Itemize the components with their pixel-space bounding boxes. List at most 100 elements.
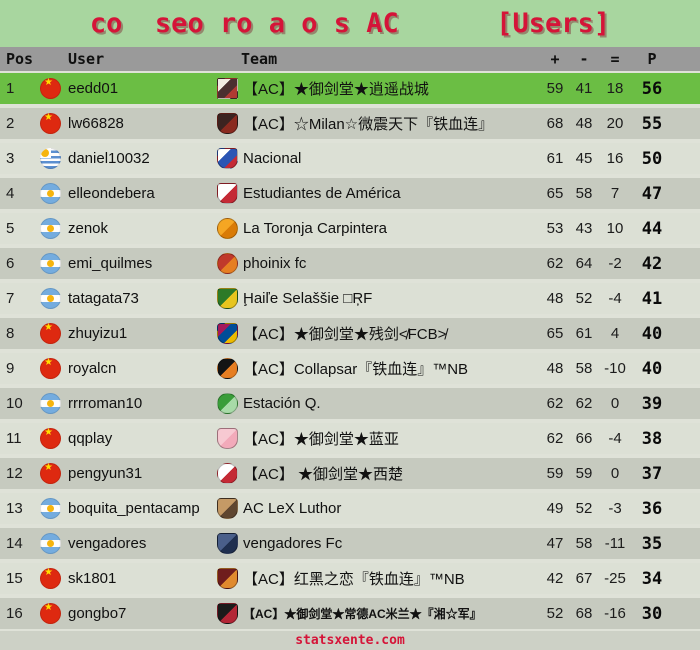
- team-name: La Toronja Carpintera: [243, 220, 387, 237]
- anime-girl-crest-icon: [217, 78, 238, 99]
- wins-value: 52: [546, 605, 564, 622]
- china-flag-icon: [40, 358, 61, 379]
- page-title: co seo ro a o s AC [Users]: [89, 8, 611, 39]
- table-row: 14 vengadores vengadores Fc 47 58 -11 35: [0, 526, 700, 561]
- wins-value: 49: [546, 500, 564, 517]
- username: eedd01: [68, 80, 119, 97]
- wins-value: 65: [546, 325, 564, 342]
- argentina-flag-icon: [40, 253, 61, 274]
- position-value: 2: [6, 115, 15, 132]
- losses-value: 67: [575, 570, 593, 587]
- points-value: 47: [641, 183, 663, 204]
- table-row: 6 emi_quilmes phoinix fc 62 64 -2 42: [0, 246, 700, 281]
- china-flag-icon: [40, 603, 61, 624]
- green-circle-crest-icon: [217, 393, 238, 414]
- table-row: 7 tatagata73 Ḩaiľe Selaššie □ŖF 48 52 -4…: [0, 281, 700, 316]
- username: daniel10032: [68, 150, 150, 167]
- username: tatagata73: [68, 290, 139, 307]
- position-value: 11: [6, 430, 22, 447]
- points-value: 41: [641, 288, 663, 309]
- team-name: Estudiantes de América: [243, 185, 401, 202]
- milan-owl-crest-icon: [217, 113, 238, 134]
- column-header-user: User: [68, 50, 105, 68]
- diff-value: -2: [608, 255, 622, 272]
- wins-value: 53: [546, 220, 564, 237]
- points-value: 30: [641, 603, 663, 624]
- estudiantes-crest-icon: [217, 183, 238, 204]
- team-name: AC LeX Luthor: [243, 500, 342, 517]
- title-banner: co seo ro a o s AC [Users]: [0, 0, 700, 47]
- china-flag-icon: [40, 463, 61, 484]
- table-row: 4 elleondebera Estudiantes de América 65…: [0, 176, 700, 211]
- team-name: 【AC】★御剑堂★残剑≮FCB≯: [243, 326, 447, 343]
- wins-value: 59: [546, 465, 564, 482]
- position-value: 4: [6, 185, 15, 202]
- team-name: 【AC】Collapsar『铁血连』™NB: [243, 361, 469, 378]
- diff-value: -16: [604, 605, 626, 622]
- china-flag-icon: [40, 568, 61, 589]
- points-value: 39: [641, 393, 663, 414]
- username: lw66828: [68, 115, 124, 132]
- wins-value: 62: [546, 255, 564, 272]
- site-brand: statsxente.com: [295, 633, 405, 648]
- position-value: 5: [6, 220, 15, 237]
- black-orange-orb-icon: [217, 358, 238, 379]
- argentina-flag-icon: [40, 533, 61, 554]
- wins-value: 48: [546, 360, 564, 377]
- table-row: 13 boquita_pentacamp AC LeX Luthor 49 52…: [0, 491, 700, 526]
- blue-winged-crest-icon: [217, 533, 238, 554]
- diff-value: 20: [606, 115, 624, 132]
- table-row: 16 gongbo7 【AC】★御剑堂★常德AC米兰★『湘☆军』 52 68 -…: [0, 596, 700, 631]
- position-value: 15: [6, 570, 23, 587]
- position-value: 12: [6, 465, 23, 482]
- points-value: 55: [641, 113, 663, 134]
- diff-value: -4: [608, 430, 622, 447]
- team-name: vengadores Fc: [243, 535, 343, 552]
- pink-shield-crest-icon: [217, 428, 238, 449]
- table-row: 5 zenok La Toronja Carpintera 53 43 10 4…: [0, 211, 700, 246]
- argentina-flag-icon: [40, 183, 61, 204]
- team-name: 【AC】红黑之恋『铁血连』™NB: [243, 571, 465, 588]
- points-value: 35: [641, 533, 663, 554]
- diff-value: -10: [604, 360, 626, 377]
- rows: 1 eedd01 【AC】★御剑堂★逍遥战城 59 41 18 56 2 lw6…: [0, 71, 700, 631]
- diff-value: -11: [604, 535, 626, 552]
- username: sk1801: [68, 570, 117, 587]
- team-name: 【AC】★御剑堂★蓝亚: [243, 431, 399, 448]
- username: emi_quilmes: [68, 255, 153, 272]
- points-value: 36: [641, 498, 663, 519]
- diff-value: 4: [610, 325, 620, 342]
- points-value: 56: [641, 78, 663, 99]
- losses-value: 41: [575, 80, 593, 97]
- diff-value: 0: [610, 395, 620, 412]
- china-flag-icon: [40, 113, 61, 134]
- column-header-points: P: [647, 50, 657, 68]
- argentina-flag-icon: [40, 393, 61, 414]
- diff-value: -3: [608, 500, 622, 517]
- team-name: Ḩaiľe Selaššie □ŖF: [243, 290, 373, 307]
- username: gongbo7: [68, 605, 127, 622]
- tan-crest-icon: [217, 498, 238, 519]
- team-name: 【AC】☆Milan☆微震天下『铁血连』: [243, 116, 494, 133]
- losses-value: 61: [575, 325, 593, 342]
- diff-value: 7: [610, 185, 620, 202]
- team-name: Estación Q.: [243, 395, 321, 412]
- username: zenok: [68, 220, 109, 237]
- team-name: Nacional: [243, 150, 302, 167]
- position-value: 8: [6, 325, 15, 342]
- username: boquita_pentacamp: [68, 500, 200, 517]
- points-value: 40: [641, 323, 663, 344]
- black-red-crest-icon: [217, 603, 238, 624]
- position-value: 10: [6, 395, 23, 412]
- team-name: phoinix fc: [243, 255, 307, 272]
- china-flag-icon: [40, 428, 61, 449]
- losses-value: 64: [575, 255, 593, 272]
- china-flag-icon: [40, 78, 61, 99]
- diff-value: -25: [604, 570, 626, 587]
- username: vengadores: [68, 535, 147, 552]
- diff-value: -4: [608, 290, 622, 307]
- green-yellow-crest-icon: [217, 288, 238, 309]
- team-name: 【AC】 ★御剑堂★西楚: [243, 466, 404, 483]
- table-row: 15 sk1801 【AC】红黑之恋『铁血连』™NB 42 67 -25 34: [0, 561, 700, 596]
